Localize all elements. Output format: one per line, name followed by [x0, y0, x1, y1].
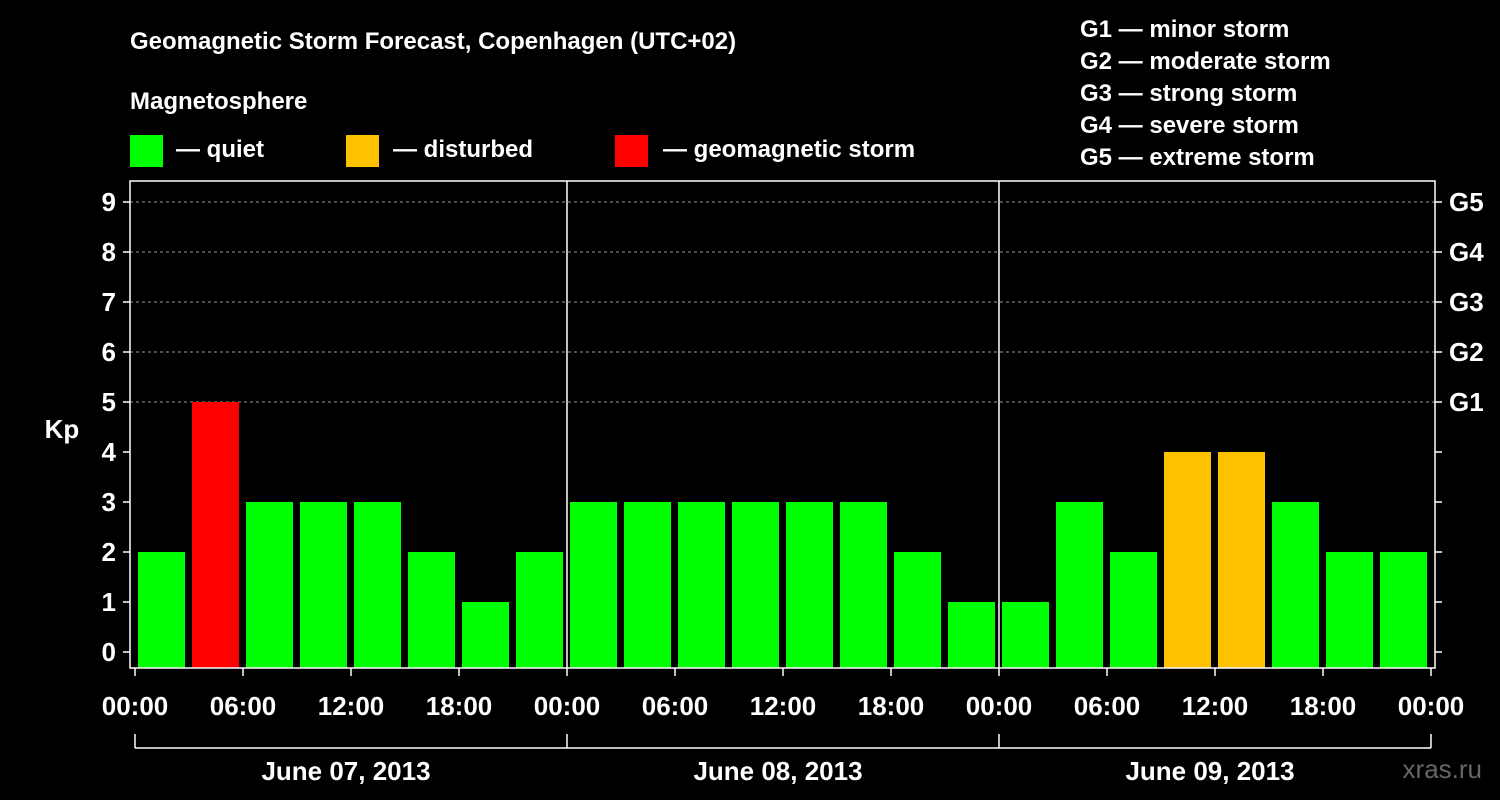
x-tick-label: 12:00	[318, 691, 385, 721]
legend-swatch-quiet	[130, 135, 163, 167]
day-label: June 07, 2013	[261, 756, 430, 786]
storm-scale-g3: G3 — strong storm	[1080, 80, 1297, 107]
x-tick-label: 00:00	[534, 691, 601, 721]
x-tick-label: 06:00	[1074, 691, 1141, 721]
y-tick-label: 3	[102, 487, 116, 517]
y-tick-label: 9	[102, 187, 116, 217]
kp-bar	[948, 602, 995, 668]
kp-bar	[1110, 552, 1157, 668]
legend-heading: Magnetosphere	[130, 88, 307, 115]
legend-swatch-storm	[615, 135, 648, 167]
x-tick-label: 00:00	[966, 691, 1033, 721]
y-tick-label: 0	[102, 637, 116, 667]
storm-scale-g1: G1 — minor storm	[1080, 16, 1289, 43]
legend-label-quiet: — quiet	[176, 136, 264, 163]
plot-area: 0 1 2 3 4 5 6 7 8 9 G1 G2 G3 G4 G5 00:00 06:00 12:00 18:00…	[102, 180, 1484, 786]
y-tick-label: 5	[102, 387, 116, 417]
x-tick-label: 06:00	[210, 691, 277, 721]
kp-bar	[732, 502, 779, 668]
right-tick-label: G4	[1449, 237, 1484, 267]
x-tick-label: 12:00	[1182, 691, 1249, 721]
x-tick-label: 00:00	[1398, 691, 1465, 721]
day-label: June 08, 2013	[693, 756, 862, 786]
y-tick-label: 6	[102, 337, 116, 367]
legend-swatch-disturbed	[346, 135, 379, 167]
x-tick-label: 06:00	[642, 691, 709, 721]
legend-label-disturbed: — disturbed	[393, 136, 533, 163]
kp-bar	[138, 552, 185, 668]
kp-bar	[1056, 502, 1103, 668]
kp-bar	[678, 502, 725, 668]
legend-label-storm: — geomagnetic storm	[663, 136, 915, 163]
x-tick-label: 18:00	[858, 691, 925, 721]
y-tick-label: 8	[102, 237, 116, 267]
x-tick-label: 00:00	[102, 691, 169, 721]
y-tick-label: 1	[102, 587, 116, 617]
right-tick-label: G3	[1449, 287, 1484, 317]
kp-bar	[1380, 552, 1427, 668]
kp-bar	[1002, 602, 1049, 668]
storm-scale-g2: G2 — moderate storm	[1080, 48, 1331, 75]
kp-bar	[570, 502, 617, 668]
right-tick-label: G2	[1449, 337, 1484, 367]
legend: — quiet — disturbed — geomagnetic storm	[130, 135, 915, 167]
watermark: xras.ru	[1403, 754, 1482, 784]
y-tick-label: 7	[102, 287, 116, 317]
storm-scale-g4: G4 — severe storm	[1080, 112, 1299, 139]
kp-bar	[354, 502, 401, 668]
kp-bar	[1326, 552, 1373, 668]
kp-bar	[408, 552, 455, 668]
kp-bar	[786, 502, 833, 668]
kp-bar	[300, 502, 347, 668]
kp-bar	[1218, 452, 1265, 668]
kp-bar	[894, 552, 941, 668]
storm-scale-key: G1 — minor storm G2 — moderate storm G3 …	[1080, 16, 1331, 171]
kp-bar	[1164, 452, 1211, 668]
kp-bar	[246, 502, 293, 668]
right-tick-label: G1	[1449, 387, 1484, 417]
chart-title: Geomagnetic Storm Forecast, Copenhagen (…	[130, 28, 736, 55]
y-tick-label: 2	[102, 537, 116, 567]
kp-bar	[192, 402, 239, 668]
y-tick-label: 4	[102, 437, 117, 467]
kp-bar	[624, 502, 671, 668]
y-axis-label: Kp	[45, 414, 80, 444]
kp-bar	[516, 552, 563, 668]
x-tick-label: 18:00	[426, 691, 493, 721]
day-label: June 09, 2013	[1125, 756, 1294, 786]
right-tick-label: G5	[1449, 187, 1484, 217]
kp-bar	[1272, 502, 1319, 668]
kp-bar	[462, 602, 509, 668]
kp-bar	[840, 502, 887, 668]
x-tick-label: 18:00	[1290, 691, 1357, 721]
storm-scale-g5: G5 — extreme storm	[1080, 144, 1315, 171]
x-tick-label: 12:00	[750, 691, 817, 721]
